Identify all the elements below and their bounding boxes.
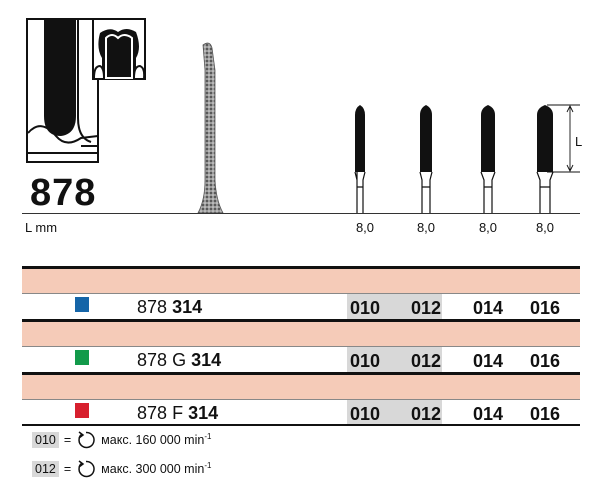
divider	[22, 319, 580, 322]
size-014: 014	[472, 404, 504, 424]
divider	[22, 293, 580, 294]
legend-text: макс. 300 000 min-1	[101, 461, 212, 477]
color-code-red	[75, 403, 89, 418]
size-016: 016	[529, 351, 561, 371]
bur-drawing-014	[480, 105, 496, 213]
application-pictogram-icon	[26, 18, 99, 163]
bur-drawing-010	[354, 105, 366, 213]
size-012: 012	[410, 298, 442, 318]
color-code-blue	[75, 297, 89, 312]
size-016: 016	[529, 298, 561, 318]
size-014: 014	[472, 351, 504, 371]
length-dimension-arrow	[547, 104, 580, 173]
dimension-label: L	[575, 134, 583, 149]
product-code: 878 314	[137, 297, 203, 317]
length-value: 8,0	[416, 220, 436, 235]
band	[22, 269, 580, 293]
length-value: 8,0	[478, 220, 498, 235]
length-label: L mm	[25, 220, 58, 235]
rotation-icon	[78, 431, 95, 449]
product-number: 878	[30, 172, 97, 214]
color-code-green	[75, 350, 89, 365]
legend-key: 010	[32, 432, 59, 448]
bur-drawing-012	[419, 105, 433, 213]
product-code: 878 G 314	[137, 350, 222, 370]
divider	[22, 266, 580, 269]
legend-key: 012	[32, 461, 59, 477]
baseline-rule	[22, 213, 580, 214]
legend-item: 012 = макс. 300 000 min-1	[32, 459, 211, 479]
size-016: 016	[529, 404, 561, 424]
band	[22, 322, 580, 346]
size-012: 012	[410, 351, 442, 371]
divider	[22, 346, 580, 347]
length-value: 8,0	[535, 220, 555, 235]
length-value: 8,0	[355, 220, 375, 235]
size-010: 010	[349, 404, 381, 424]
size-010: 010	[349, 351, 381, 371]
bur-drawing-016	[536, 105, 554, 213]
equals-sign: =	[63, 462, 72, 476]
product-code: 878 F 314	[137, 403, 219, 423]
equals-sign: =	[63, 433, 72, 447]
size-014: 014	[472, 298, 504, 318]
legend-item: 010 = макс. 160 000 min-1	[32, 430, 211, 450]
size-012: 012	[410, 404, 442, 424]
tooth-preparation-icon	[92, 18, 146, 80]
rotation-icon	[78, 460, 95, 478]
divider	[22, 399, 580, 400]
bur-size-drawings	[354, 104, 580, 213]
legend-text: макс. 160 000 min-1	[101, 432, 212, 448]
bur-photo	[197, 42, 224, 214]
divider	[22, 424, 580, 426]
divider	[22, 372, 580, 375]
size-010: 010	[349, 298, 381, 318]
band	[22, 375, 580, 399]
